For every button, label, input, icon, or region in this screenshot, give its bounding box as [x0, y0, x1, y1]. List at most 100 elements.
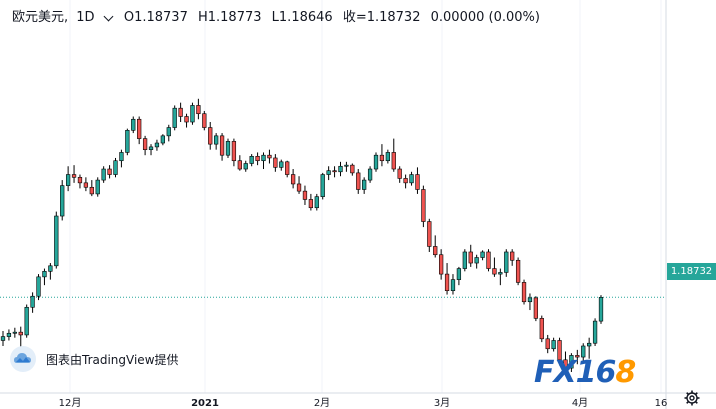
candle-body [273, 157, 278, 168]
x-tick-label: 12月 [59, 397, 82, 409]
open-value: O1.18737 [123, 10, 188, 25]
candle-body [515, 259, 521, 283]
tradingview-credit[interactable]: 图表由TradingView提供 [10, 346, 179, 372]
candle-body [468, 251, 473, 264]
chevron-down-icon [103, 11, 114, 21]
candle-body [462, 251, 467, 269]
candle-body [563, 359, 568, 369]
candle-body [444, 273, 450, 291]
candle-body [77, 177, 83, 184]
candle-body [474, 257, 479, 264]
x-tick-label: 3月 [434, 397, 450, 409]
candle-body [107, 168, 112, 175]
candle-body [208, 127, 213, 145]
candle-body [83, 182, 89, 188]
candle-body [539, 318, 544, 340]
x-tick-label: 16 [655, 398, 668, 409]
candle-body [379, 154, 385, 162]
candle-body [415, 174, 420, 190]
candle-body [219, 135, 225, 156]
credit-text: 图表由TradingView提供 [46, 352, 179, 367]
candle-body [95, 179, 100, 195]
candle-body [12, 331, 17, 334]
logo-accent: 8 [615, 355, 636, 390]
candle-body [575, 355, 580, 358]
candle-body [160, 135, 165, 144]
candle-body [587, 342, 592, 347]
candle-body [71, 174, 77, 178]
candle-body [0, 336, 6, 341]
gear-icon[interactable] [684, 390, 700, 406]
candle-body [350, 164, 355, 174]
candle-body [178, 107, 183, 117]
candle-body [172, 107, 177, 128]
candle-body [427, 221, 432, 247]
candle-body [137, 118, 142, 139]
close-value: 收=1.18732 [342, 10, 421, 25]
candle-body [231, 141, 237, 162]
candle-body [302, 190, 308, 200]
candle-body [320, 174, 325, 197]
cloud-icon [10, 346, 36, 372]
candle-body [486, 251, 491, 269]
candle-body [261, 154, 266, 162]
candle-body [24, 306, 29, 336]
candle-body [433, 246, 438, 256]
x-tick-label: 2021 [191, 398, 219, 409]
candle-body [42, 271, 47, 278]
candle-body [338, 165, 343, 173]
candle-body [30, 295, 35, 308]
candle-body [36, 276, 41, 297]
candle-body [225, 141, 231, 156]
candle-body [6, 332, 12, 337]
candle-body [243, 163, 248, 170]
candle-body [308, 199, 314, 209]
candle-body [373, 154, 379, 170]
logo-text: FX16 [534, 355, 616, 390]
candle-body [18, 331, 23, 336]
candle-body [314, 196, 319, 209]
candle-body [569, 355, 574, 369]
candle-body [397, 168, 402, 179]
candle-body [202, 113, 207, 128]
candle-body [367, 168, 373, 181]
candle-body [332, 170, 337, 173]
candle-body [89, 186, 94, 195]
candle-body [60, 185, 65, 217]
candle-body [237, 160, 242, 170]
candle-body [142, 138, 148, 150]
candle-body [409, 174, 414, 184]
candle-body [54, 215, 59, 267]
candle-body [267, 154, 272, 159]
fx168-logo: FX168 [534, 355, 636, 390]
change-value: 0.00000 (0.00%) [430, 10, 540, 25]
candle-body [456, 268, 462, 280]
candle-body [403, 178, 408, 184]
candle-body [504, 251, 509, 273]
candle-body [362, 179, 367, 190]
interval-selector[interactable]: 1D [76, 10, 120, 25]
candle-body [581, 345, 586, 358]
candle-body [65, 174, 71, 186]
candle-body [285, 161, 290, 175]
candle-body [255, 156, 260, 162]
x-tick-label: 2月 [314, 397, 330, 409]
candle-body [296, 183, 302, 192]
candle-body [279, 161, 284, 168]
candle-body [439, 254, 444, 275]
candle-body [598, 297, 604, 322]
candle-body [356, 172, 361, 190]
candle-body [131, 118, 136, 131]
candle-body [421, 189, 426, 222]
candle-body [498, 272, 503, 275]
candle-body [48, 265, 53, 272]
low-value: L1.18646 [271, 10, 333, 25]
symbol-label[interactable]: 欧元美元, [12, 10, 69, 25]
candle-body [214, 135, 219, 145]
candle-body [125, 130, 130, 153]
chart-header: 欧元美元, 1D O1.18737 H1.18773 L1.18646 收=1.… [12, 6, 550, 25]
last-price-tag: 1.18732 [667, 263, 716, 280]
candle-body [190, 105, 195, 123]
candle-body [166, 127, 171, 137]
